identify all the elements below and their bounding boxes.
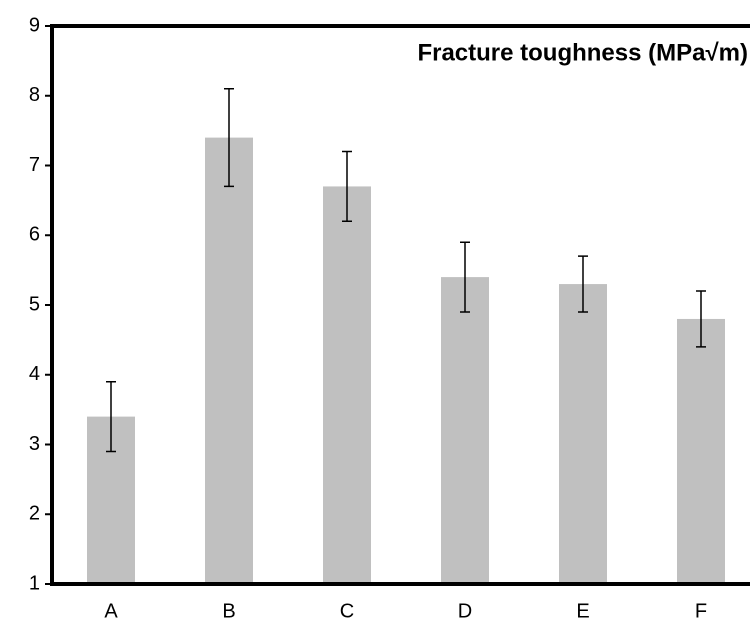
bar: [559, 284, 607, 584]
x-tick-label: B: [222, 600, 235, 622]
error-bar: [342, 150, 352, 223]
bar: [323, 186, 371, 585]
error-bar: [460, 241, 470, 313]
x-tick-label: C: [340, 600, 354, 622]
error-bar: [578, 255, 588, 313]
y-tick-label: 4: [29, 363, 40, 385]
error-bar: [106, 380, 116, 453]
y-tick-label: 9: [29, 14, 40, 36]
y-tick-label: 1: [29, 572, 40, 594]
y-tick-label: 8: [29, 84, 40, 106]
x-tick-label: E: [576, 600, 589, 622]
bar: [677, 318, 725, 584]
x-tick-label: A: [104, 600, 118, 622]
x-tick-label: F: [695, 600, 707, 622]
error-bar: [224, 88, 234, 188]
plot-frame: [50, 24, 750, 586]
bar: [441, 277, 489, 584]
y-tick-label: 3: [29, 433, 40, 455]
y-tick-label: 5: [29, 293, 40, 315]
bar: [205, 137, 253, 584]
x-tick-label: D: [458, 600, 472, 622]
y-tick-label: 2: [29, 503, 40, 525]
error-bar: [696, 290, 706, 348]
y-tick-label: 7: [29, 154, 40, 176]
y-tick-label: 6: [29, 224, 40, 246]
chart-title: Fracture toughness (MPa√m): [417, 39, 748, 66]
